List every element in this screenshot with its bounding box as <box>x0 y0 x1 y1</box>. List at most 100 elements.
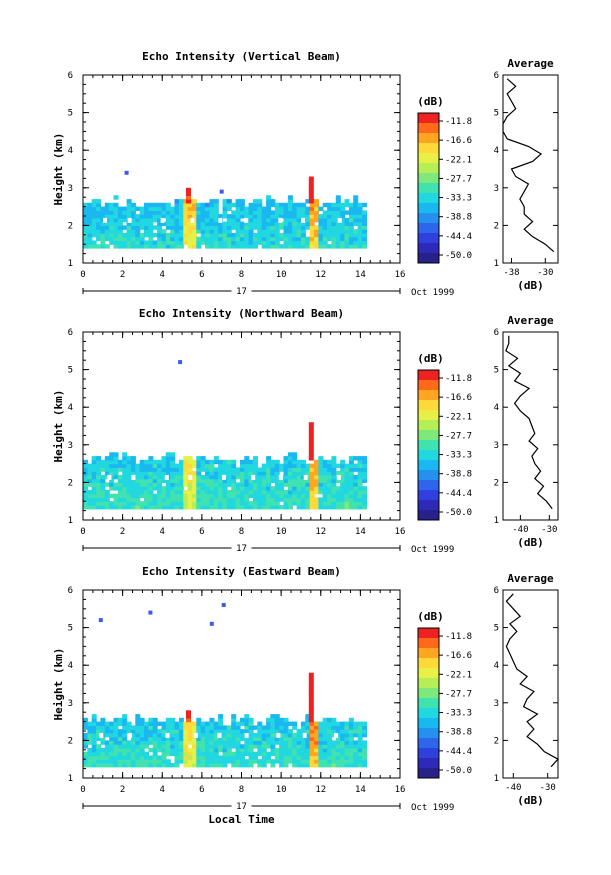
echo-cell <box>187 244 193 249</box>
average-unit: (dB) <box>517 794 544 807</box>
echo-cell <box>152 717 158 723</box>
echo-cell <box>183 225 189 230</box>
average-x-tick-label: -38 <box>503 268 519 278</box>
echo-cell <box>235 199 241 204</box>
echo-cell <box>183 456 189 461</box>
echo-cell <box>126 763 132 768</box>
echo-cell <box>100 459 106 465</box>
echo-cell <box>126 467 132 472</box>
echo-cell <box>205 459 210 465</box>
echo-cell <box>161 236 167 242</box>
echo-cell <box>130 225 136 230</box>
echo-cell <box>248 486 254 491</box>
echo-cell <box>270 229 276 234</box>
echo-cell <box>292 751 298 757</box>
echo-cell <box>139 493 145 499</box>
echo-cell <box>178 229 184 234</box>
echo-cell <box>104 214 110 219</box>
echo-cell <box>139 729 145 734</box>
echo-cell <box>213 747 219 753</box>
echo-cell <box>283 489 289 495</box>
echo-cell <box>135 729 141 734</box>
echo-cell <box>100 747 106 753</box>
echo-cell <box>209 740 215 745</box>
echo-cell <box>113 225 119 230</box>
echo-cell <box>135 714 141 719</box>
echo-cell <box>353 505 359 510</box>
echo-cell <box>248 736 254 741</box>
echo-cell <box>253 489 258 495</box>
echo-cell <box>357 232 363 238</box>
echo-cell <box>213 755 219 760</box>
echo-cell <box>126 729 132 734</box>
echo-cell <box>357 221 363 226</box>
echo-cell <box>344 755 350 760</box>
colorbar-swatch <box>418 480 439 491</box>
echo-cell <box>266 740 272 745</box>
echo-column-cell <box>308 706 314 711</box>
echo-cell <box>113 497 119 502</box>
echo-cell <box>87 232 93 238</box>
echo-cell <box>113 471 119 476</box>
echo-cell <box>109 471 115 476</box>
echo-cell <box>87 493 93 499</box>
echo-cell <box>174 755 180 760</box>
echo-cell <box>135 217 141 223</box>
echo-cell <box>287 214 293 219</box>
echo-cell <box>270 721 276 726</box>
x-tick-label: 2 <box>120 527 125 537</box>
echo-cell <box>266 210 272 215</box>
echo-cell <box>87 214 93 219</box>
echo-cell <box>270 740 276 745</box>
echo-cell <box>157 244 163 249</box>
echo-cell <box>96 732 102 738</box>
echo-cell <box>270 467 276 472</box>
echo-cell <box>235 751 241 757</box>
echo-cell <box>314 489 319 495</box>
echo-cell <box>331 729 337 734</box>
echo-cell <box>178 717 184 723</box>
echo-cell <box>117 729 123 734</box>
echo-cell <box>287 721 293 726</box>
echo-cell <box>174 232 180 238</box>
echo-cell <box>348 729 354 734</box>
echo-cell <box>335 501 341 506</box>
echo-cell <box>196 221 202 226</box>
echo-column-cell <box>308 184 314 189</box>
echo-cell <box>205 478 210 483</box>
echo-cell <box>109 232 115 238</box>
echo-cell <box>117 478 123 483</box>
echo-cell <box>348 471 354 476</box>
echo-cell <box>122 210 128 215</box>
echo-cell <box>344 240 350 245</box>
x-axis: 0 2 4 6 8 10 12 14 16 <box>80 590 405 795</box>
echo-cell <box>213 489 219 495</box>
echo-cell <box>300 467 306 472</box>
colorbar-swatch <box>418 698 439 709</box>
echo-column-cell <box>308 187 314 193</box>
echo-cell <box>187 240 193 245</box>
echo-cell <box>178 729 184 734</box>
echo-cell <box>322 744 328 749</box>
echo-cell <box>287 229 293 234</box>
echo-cell <box>213 497 219 502</box>
echo-cell <box>261 232 267 238</box>
echo-cell <box>335 740 341 745</box>
echo-cell <box>235 467 241 472</box>
echo-cell <box>100 736 106 741</box>
echo-cell <box>353 729 359 734</box>
echo-cell <box>130 463 136 468</box>
echo-cell <box>266 721 272 726</box>
echo-cell <box>270 725 276 730</box>
echo-cell <box>335 747 341 753</box>
echo-cell <box>157 471 163 476</box>
echo-cell <box>253 725 258 730</box>
echo-cell <box>192 463 197 468</box>
echo-cell <box>91 456 97 461</box>
echo-cell <box>96 221 102 226</box>
echo-cell <box>270 478 276 483</box>
echo-cell <box>274 482 280 487</box>
echo-cell <box>170 225 176 230</box>
echo-cell <box>209 486 215 491</box>
echo-cell <box>218 501 224 506</box>
